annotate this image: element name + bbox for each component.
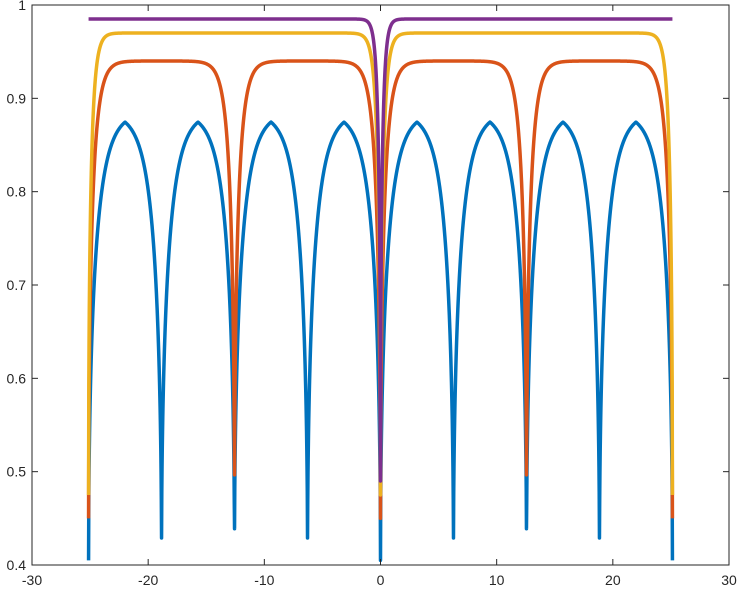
y-tick-label: 0.9	[7, 90, 27, 106]
x-tick-label: -20	[138, 572, 158, 588]
x-tick-label: -10	[254, 572, 274, 588]
y-tick-label: 0.8	[7, 184, 27, 200]
series-line-4	[87, 17, 674, 483]
x-tick-label: 10	[489, 572, 505, 588]
y-tick-label: 0.6	[7, 370, 27, 386]
axis-layer: -30 -20 -10 0 10 20 30 0.4 0.5 0.6 0.7 0.8 0.9 1	[7, 0, 737, 588]
series-layer	[86, 17, 675, 563]
x-tick-label: 0	[377, 572, 385, 588]
y-tick-label: 0.5	[7, 464, 27, 480]
y-tick-label: 0.7	[7, 277, 27, 293]
x-tick-label: 20	[605, 572, 621, 588]
x-tick-label: -30	[22, 572, 42, 588]
y-tick-label: 1	[18, 0, 26, 13]
series-line-2	[86, 59, 675, 521]
series-line-3	[86, 31, 675, 497]
y-tick-label: 0.4	[7, 557, 27, 573]
x-tick-label: 30	[721, 572, 737, 588]
